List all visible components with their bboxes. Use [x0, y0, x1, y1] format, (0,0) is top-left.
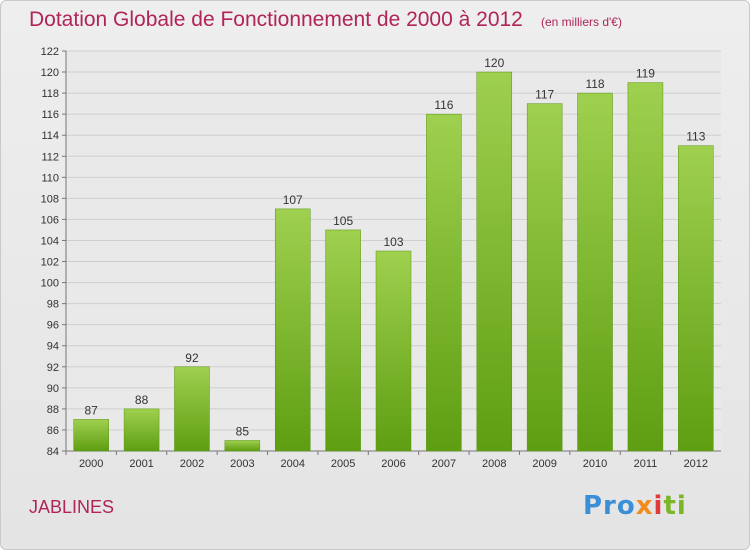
bar-value-label: 105	[333, 214, 353, 228]
x-tick-label: 2001	[129, 458, 153, 470]
y-tick-label: 94	[47, 341, 59, 353]
bar-value-label: 88	[135, 393, 149, 407]
bar-value-label: 118	[585, 77, 604, 91]
y-tick-label: 116	[41, 109, 59, 121]
y-tick-label: 120	[41, 67, 59, 79]
y-tick-label: 110	[41, 172, 59, 184]
x-tick-label: 2003	[230, 458, 254, 470]
x-tick-label: 2009	[532, 458, 556, 470]
logo-part-2: x	[635, 491, 654, 521]
y-tick-label: 106	[41, 214, 59, 226]
bar-value-label: 120	[484, 56, 504, 70]
x-tick-label: 2000	[79, 458, 103, 470]
x-tick-label: 2010	[583, 458, 607, 470]
y-tick-label: 90	[47, 383, 59, 395]
bar-2011	[627, 82, 664, 452]
bar-2002	[174, 366, 210, 452]
y-tick-label: 102	[41, 257, 59, 269]
bar-value-label: 85	[236, 424, 250, 438]
town-name: JABLINES	[29, 497, 115, 517]
bar-2004	[274, 208, 311, 452]
x-tick-label: 2008	[482, 458, 506, 470]
bar-2005	[325, 229, 361, 452]
bar-value-label: 87	[85, 403, 99, 417]
x-tick-label: 2012	[684, 458, 708, 470]
bar-value-label: 92	[185, 351, 199, 365]
x-tick-label: 2011	[634, 458, 658, 470]
bar-value-label: 103	[383, 235, 403, 249]
y-tick-label: 122	[41, 46, 59, 58]
y-tick-label: 108	[41, 193, 59, 205]
bar-2000	[73, 419, 109, 452]
labels: 84 86 88 90 92 94 96 98 100 102 104 106 108 110 112 114…	[41, 46, 708, 470]
logo-part-1: Pro	[583, 491, 636, 521]
bar-value-label: 107	[283, 193, 303, 207]
y-tick-label: 98	[47, 299, 59, 311]
y-tick-label: 114	[41, 130, 59, 142]
bar-2006	[375, 250, 412, 452]
y-tick-label: 104	[41, 235, 59, 247]
bar-value-label: 119	[636, 67, 655, 81]
y-tick-label: 112	[41, 151, 59, 163]
bar-2009	[526, 103, 563, 452]
chart-subtitle: (en milliers d'€)	[541, 15, 622, 29]
logo-part-3: i	[653, 491, 664, 521]
bar-2010	[577, 92, 613, 452]
x-tick-label: 2006	[381, 458, 405, 470]
proxiti-logo: Proxiti	[583, 491, 687, 521]
y-tick-label: 96	[47, 320, 59, 332]
bar-2003	[224, 440, 261, 452]
y-tick-label: 118	[41, 88, 59, 100]
x-tick-label: 2002	[180, 458, 204, 470]
bar-2007	[426, 113, 462, 452]
x-tick-label: 2004	[280, 458, 304, 470]
x-tick-label: 2007	[432, 458, 456, 470]
y-tick-label: 84	[47, 446, 59, 458]
logo-part-4: ti	[663, 491, 687, 521]
bar-2008	[476, 71, 513, 452]
y-tick-label: 100	[41, 278, 59, 290]
bars	[73, 71, 714, 452]
chart-title: Dotation Globale de Fonctionnement de 20…	[29, 8, 523, 31]
bar-2001	[123, 408, 160, 452]
y-tick-label: 86	[47, 425, 59, 437]
y-tick-label: 92	[47, 362, 59, 374]
bar-value-label: 113	[686, 130, 705, 144]
x-tick-label: 2005	[331, 458, 355, 470]
bar-value-label: 116	[434, 98, 453, 112]
bar-2012	[678, 145, 714, 452]
y-tick-label: 88	[47, 404, 59, 416]
bar-value-label: 117	[535, 88, 554, 102]
